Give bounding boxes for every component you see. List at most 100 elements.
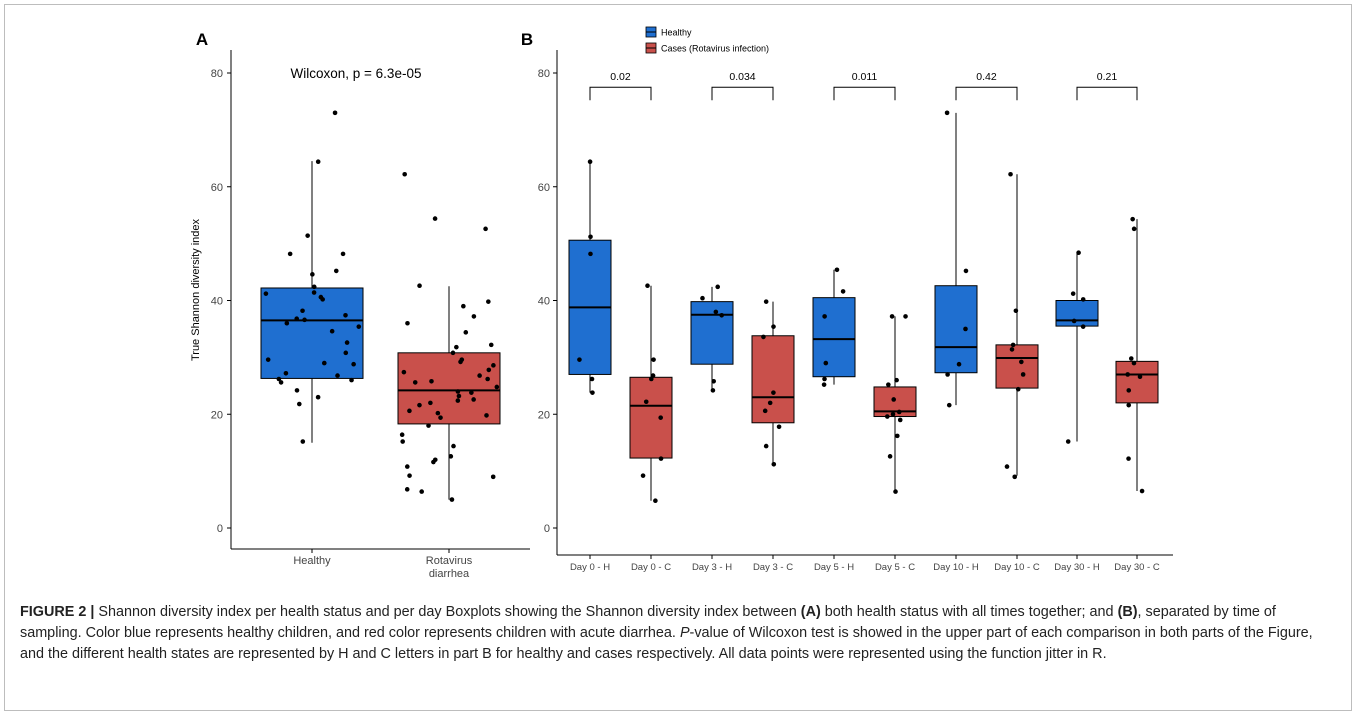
data-point bbox=[419, 489, 424, 494]
data-point bbox=[1008, 171, 1013, 177]
p-value-label: 0.034 bbox=[729, 71, 755, 83]
data-point bbox=[356, 324, 362, 329]
comparison-bracket bbox=[955, 86, 1018, 101]
data-point bbox=[903, 314, 908, 319]
data-point bbox=[1130, 216, 1135, 222]
data-point bbox=[456, 393, 462, 399]
data-point bbox=[1065, 439, 1071, 444]
data-point bbox=[963, 326, 968, 332]
data-point bbox=[887, 454, 893, 459]
data-point bbox=[461, 303, 466, 309]
data-point bbox=[653, 498, 658, 504]
y-tick-label: 80 bbox=[538, 68, 550, 80]
data-point bbox=[343, 312, 348, 318]
box bbox=[629, 376, 673, 459]
data-point bbox=[455, 389, 461, 394]
data-point bbox=[305, 233, 310, 238]
x-tick-label: Day 5 - H bbox=[814, 562, 854, 573]
comparison-bracket bbox=[833, 86, 896, 101]
data-point bbox=[963, 268, 969, 274]
data-point bbox=[329, 328, 335, 334]
data-point bbox=[399, 432, 405, 438]
panel-b: B 0 20 40 60 80 Healthy Cases (Rotavirus infect… bbox=[521, 26, 1173, 573]
data-point bbox=[1009, 347, 1015, 352]
data-point bbox=[340, 251, 346, 257]
data-point bbox=[700, 295, 705, 301]
data-point bbox=[1012, 474, 1018, 480]
data-point bbox=[896, 409, 902, 415]
data-point bbox=[1080, 297, 1086, 302]
p-value-label: 0.011 bbox=[852, 71, 878, 83]
data-point bbox=[944, 110, 950, 116]
data-point bbox=[469, 390, 474, 395]
data-point bbox=[588, 234, 593, 240]
box bbox=[1115, 360, 1159, 404]
data-point bbox=[428, 400, 433, 406]
data-point bbox=[823, 360, 829, 366]
data-point bbox=[771, 462, 777, 467]
data-point bbox=[311, 290, 317, 295]
data-point bbox=[412, 380, 418, 385]
caption-text-4: -value of Wilcoxon test is showed in the… bbox=[20, 625, 1313, 662]
data-point bbox=[643, 399, 649, 405]
box bbox=[260, 287, 364, 379]
data-point bbox=[650, 373, 656, 378]
y-tick-label: 60 bbox=[211, 182, 223, 194]
figure-frame bbox=[4, 4, 1352, 711]
data-point bbox=[451, 443, 456, 449]
data-point bbox=[349, 377, 354, 383]
data-point bbox=[351, 361, 356, 367]
data-point bbox=[648, 376, 654, 382]
data-point bbox=[884, 414, 890, 419]
data-point bbox=[890, 411, 896, 417]
caption-text-3: , separated by time of sampling. Color b… bbox=[20, 604, 1276, 641]
data-point bbox=[435, 410, 441, 416]
data-point bbox=[893, 489, 898, 494]
x-tick-label: Day 5 - C bbox=[875, 562, 915, 573]
panel-a: A 0 20 40 60 80 True Shannon diversity index Wi… bbox=[190, 30, 530, 580]
x-tick-label: Day 30 - H bbox=[1054, 562, 1100, 573]
data-point bbox=[483, 226, 488, 232]
data-point bbox=[278, 380, 284, 385]
data-point bbox=[265, 357, 271, 362]
y-tick-label: 40 bbox=[211, 296, 223, 308]
data-point bbox=[1128, 356, 1134, 361]
data-point bbox=[587, 159, 593, 165]
data-point bbox=[763, 299, 769, 304]
data-point bbox=[404, 464, 410, 469]
x-tick-label: Day 3 - H bbox=[692, 562, 732, 573]
data-point bbox=[263, 291, 269, 296]
x-tick-label: Day 0 - H bbox=[570, 562, 610, 573]
p-value-label: 0.02 bbox=[610, 71, 631, 83]
data-point bbox=[945, 372, 950, 377]
data-point bbox=[1137, 374, 1143, 380]
caption-italic-p: P bbox=[679, 625, 690, 641]
data-point bbox=[463, 330, 469, 335]
data-point bbox=[761, 334, 766, 340]
comparison-bracket bbox=[711, 86, 774, 101]
data-point bbox=[302, 317, 307, 323]
data-point bbox=[894, 377, 899, 383]
data-point bbox=[1126, 388, 1132, 393]
data-point bbox=[407, 473, 412, 478]
data-point bbox=[400, 439, 405, 444]
data-point bbox=[886, 382, 891, 387]
data-point bbox=[889, 314, 895, 319]
box bbox=[1055, 300, 1099, 327]
data-point bbox=[315, 394, 321, 400]
data-point bbox=[432, 216, 438, 221]
y-tick-label: 60 bbox=[538, 182, 550, 194]
data-point bbox=[490, 474, 496, 480]
data-point bbox=[429, 378, 434, 384]
data-point bbox=[335, 373, 340, 378]
caption-text-2: both health status with all times togeth… bbox=[820, 604, 1118, 620]
data-point bbox=[276, 376, 282, 382]
data-point bbox=[834, 267, 840, 273]
data-point bbox=[402, 171, 407, 177]
x-tick-label: Day 0 - C bbox=[631, 562, 671, 573]
p-value-label: 0.21 bbox=[1097, 71, 1118, 83]
data-point bbox=[332, 110, 338, 116]
data-point bbox=[450, 350, 456, 356]
box bbox=[751, 335, 795, 424]
data-point bbox=[297, 401, 302, 407]
